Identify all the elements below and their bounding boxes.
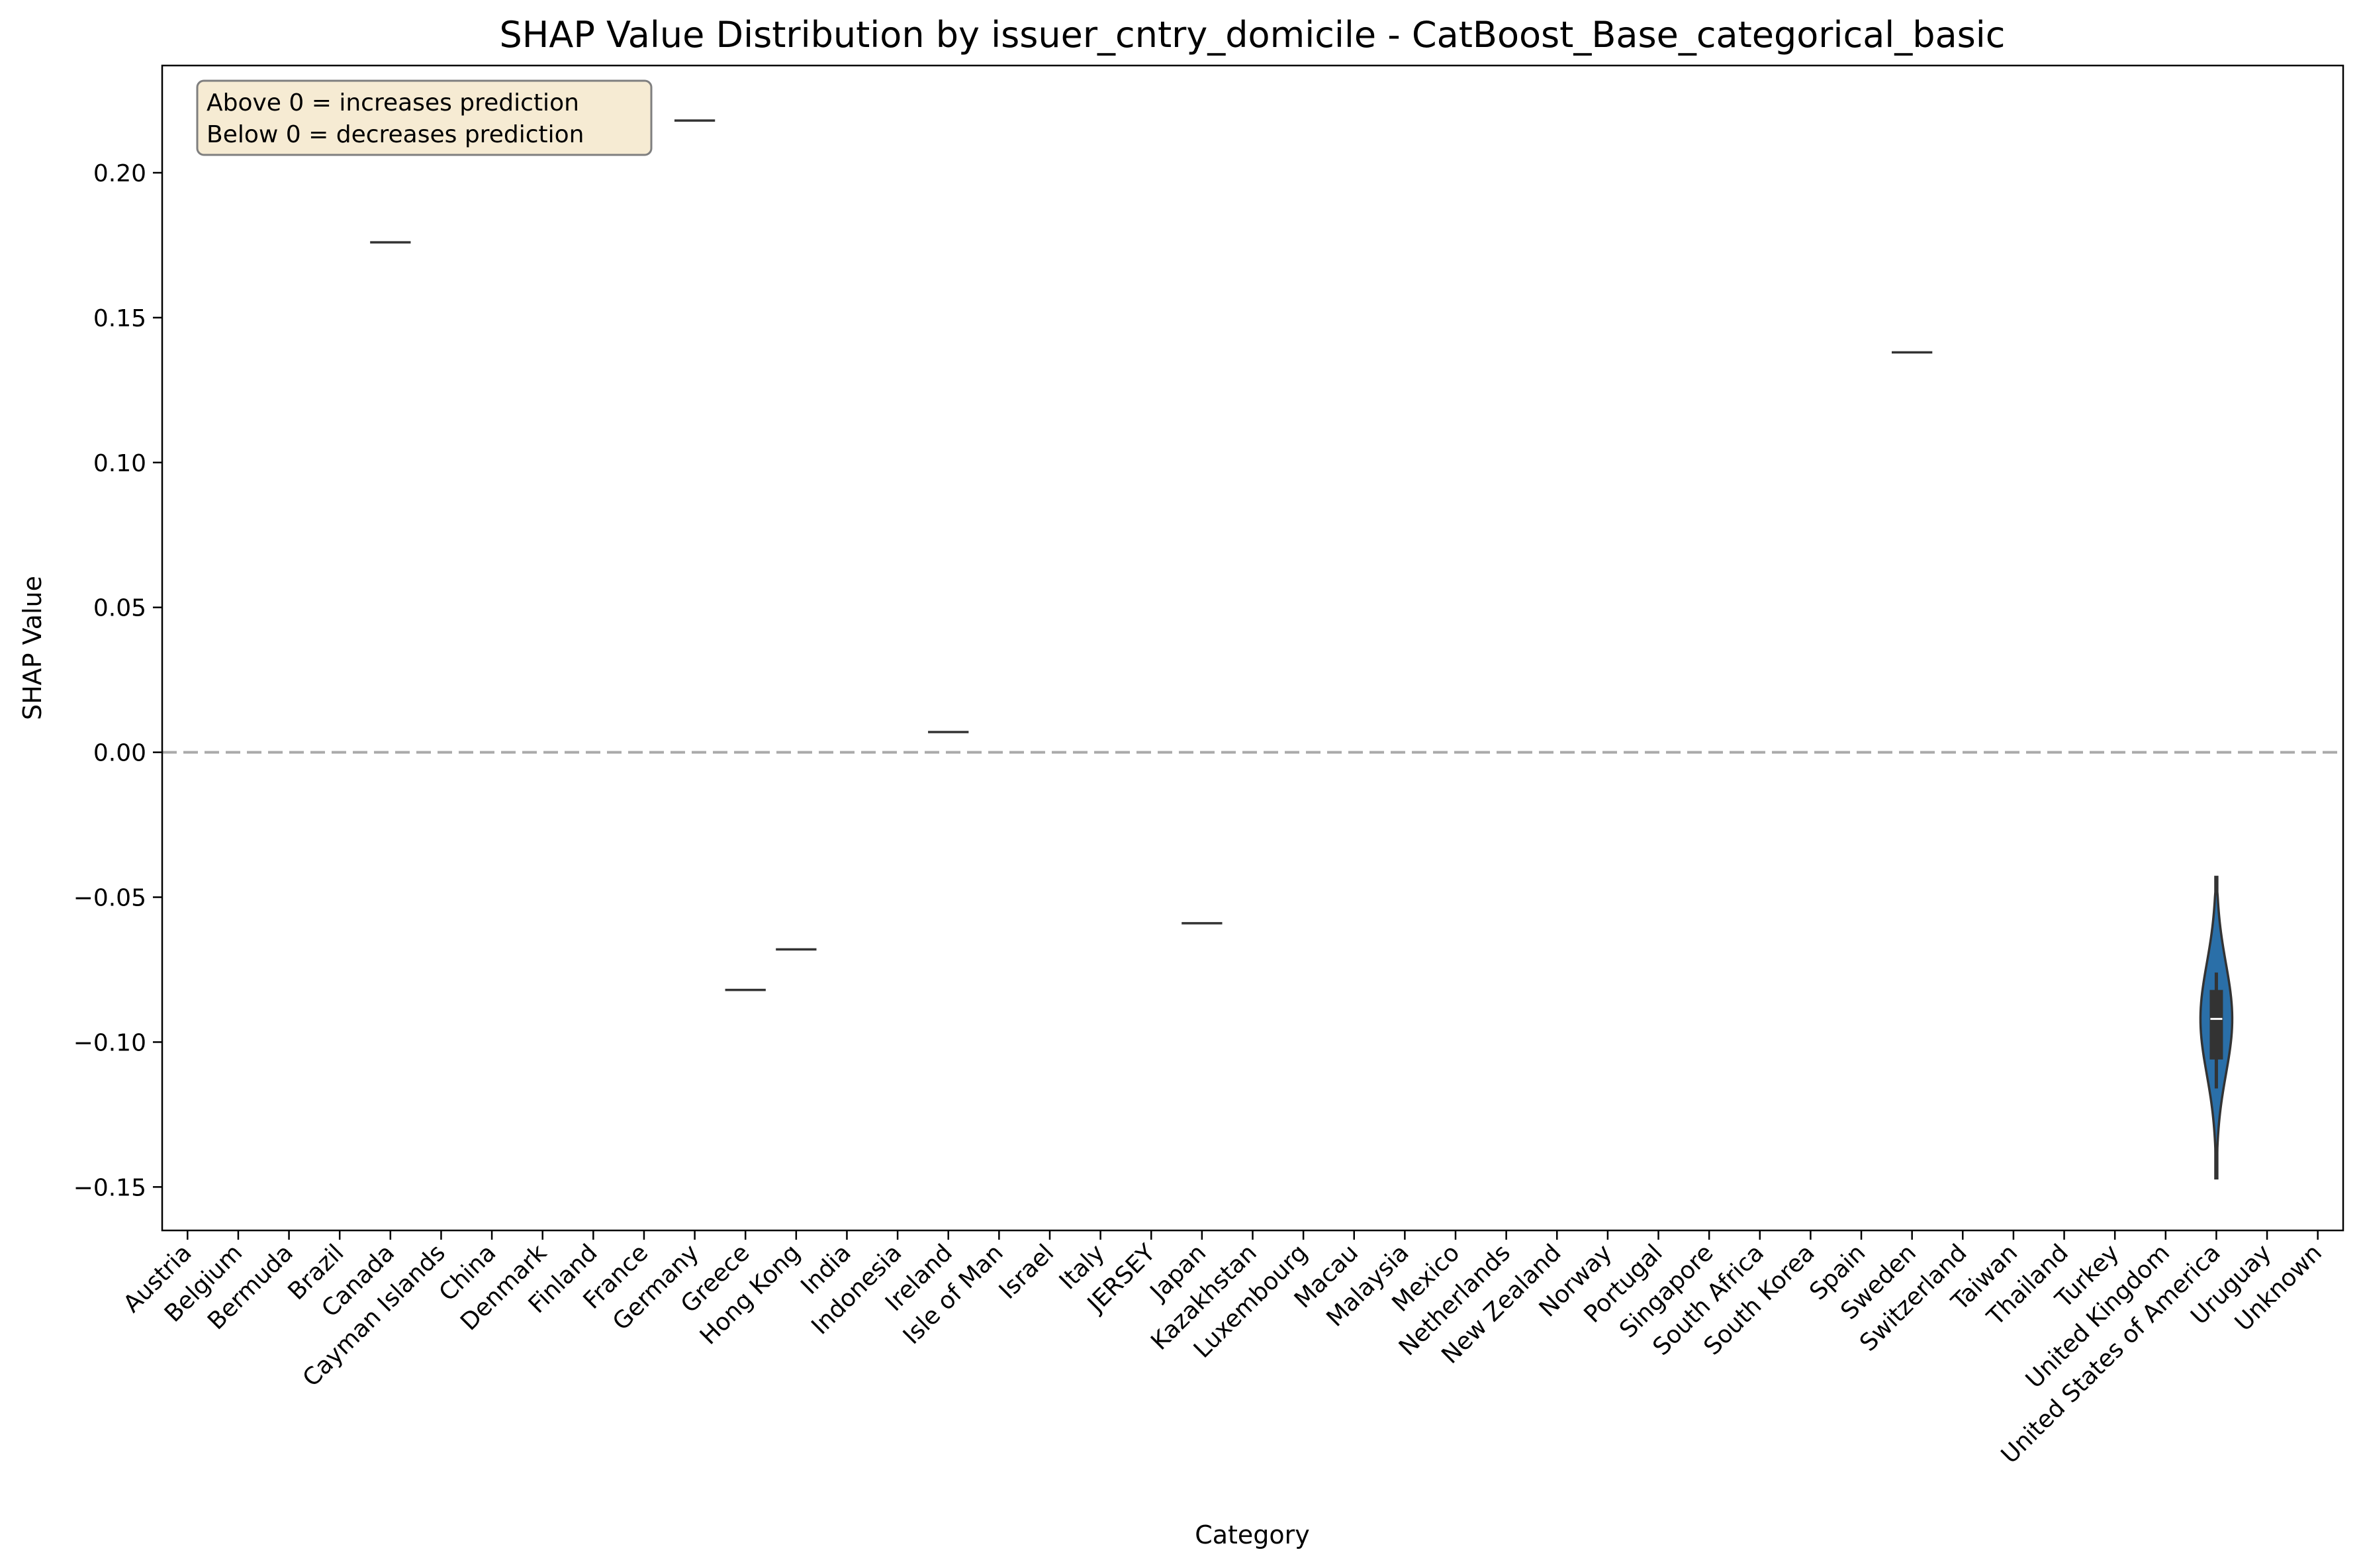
y-tick-label: 0.10 bbox=[93, 450, 146, 477]
chart-title: SHAP Value Distribution by issuer_cntry_… bbox=[500, 14, 2006, 56]
annotation-background bbox=[196, 79, 653, 156]
y-tick-label: 0.00 bbox=[93, 740, 146, 767]
y-tick-label: 0.15 bbox=[93, 305, 146, 332]
y-axis-label: SHAP Value bbox=[18, 576, 47, 720]
y-tick-label: 0.05 bbox=[93, 595, 146, 622]
violin-iqr-box bbox=[2209, 990, 2223, 1060]
annotation-line-1: Above 0 = increases prediction bbox=[207, 89, 579, 116]
y-tick-label: −0.15 bbox=[73, 1174, 146, 1201]
annotation-line-2: Below 0 = decreases prediction bbox=[207, 121, 584, 148]
y-tick-label: −0.10 bbox=[73, 1029, 146, 1056]
annotation-box: Above 0 = increases prediction Below 0 =… bbox=[196, 79, 653, 156]
x-axis-label: Category bbox=[1195, 1520, 1310, 1549]
plot-frame bbox=[161, 64, 2344, 1232]
y-tick-label: −0.05 bbox=[73, 885, 146, 912]
y-tick-label: 0.20 bbox=[93, 160, 146, 187]
